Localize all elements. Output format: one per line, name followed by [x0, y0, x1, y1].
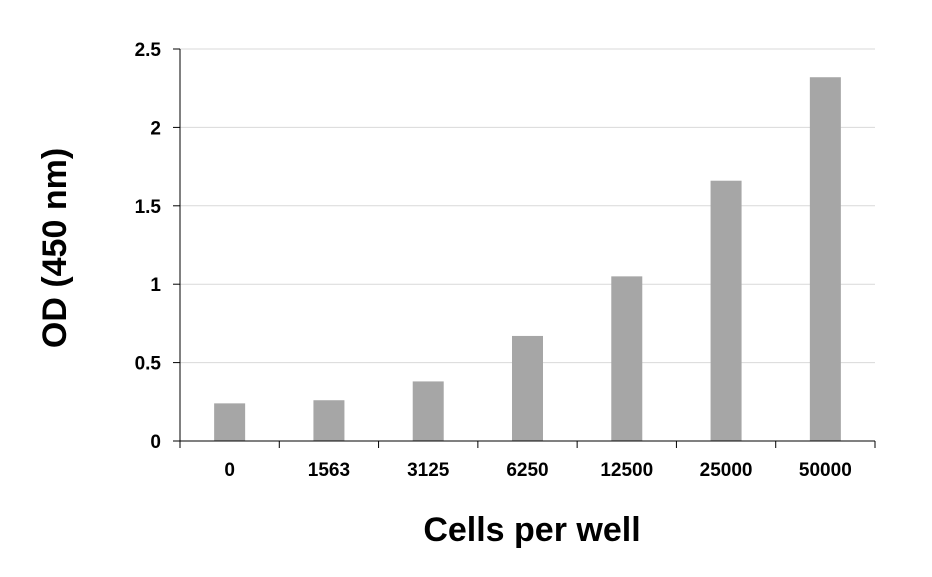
bar-12500 — [611, 276, 643, 441]
axes — [173, 48, 876, 448]
x-tick-label: 1563 — [308, 460, 350, 481]
y-tick-label: 2 — [150, 118, 161, 139]
x-tick-label: 6250 — [506, 460, 548, 481]
y-tick-label: 1.5 — [135, 197, 162, 218]
x-tick-label: 50000 — [799, 460, 852, 481]
y-tick-label: 0.5 — [135, 354, 162, 375]
x-tick-labels: 0 1563 3125 6250 12500 25000 50000 — [224, 460, 851, 481]
gridlines — [180, 48, 875, 364]
bars — [214, 77, 841, 441]
x-tick-label: 25000 — [700, 460, 753, 481]
x-axis-title: Cells per well — [423, 511, 640, 549]
bar-0 — [214, 403, 246, 441]
bar-3125 — [412, 381, 444, 441]
bar-50000 — [809, 77, 841, 441]
y-tick-label: 2.5 — [135, 40, 162, 61]
bar-1563 — [313, 400, 345, 441]
bar-25000 — [710, 180, 742, 441]
bar-6250 — [512, 335, 543, 441]
x-tick-label: 0 — [224, 460, 235, 481]
y-tick-label: 1 — [150, 275, 161, 296]
x-tick-label: 12500 — [600, 460, 653, 481]
x-tick-label: 3125 — [407, 460, 450, 481]
y-tick-label: 0 — [150, 432, 161, 453]
y-tick-labels: 0 0.5 1 1.5 2 2.5 — [135, 40, 162, 453]
y-axis-title: OD (450 nm) — [36, 148, 74, 348]
